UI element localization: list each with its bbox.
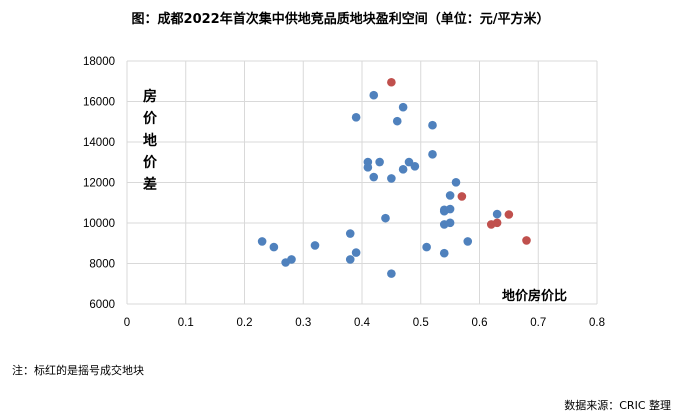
y-tick-label: 16000 bbox=[83, 97, 115, 109]
data-point bbox=[269, 242, 279, 252]
footnote: 注：标红的是摇号成交地块 bbox=[12, 364, 144, 377]
y-tick-label: 10000 bbox=[83, 218, 115, 230]
data-point bbox=[345, 229, 355, 238]
y-tick-label: 18000 bbox=[83, 56, 115, 68]
data-point bbox=[463, 237, 473, 246]
y-tick-label: 6000 bbox=[89, 299, 115, 311]
data-point bbox=[345, 255, 355, 264]
x-tick-label: 0.6 bbox=[472, 317, 488, 329]
x-tick-label: 0.5 bbox=[413, 317, 429, 329]
x-tick-label: 0.7 bbox=[530, 317, 546, 329]
x-tick-label: 0.3 bbox=[295, 317, 311, 329]
data-point bbox=[445, 191, 455, 200]
data-point bbox=[369, 90, 379, 100]
lottery-data-point bbox=[457, 192, 467, 201]
x-tick-label: 0 bbox=[124, 317, 130, 329]
data-point bbox=[351, 248, 361, 257]
data-point bbox=[351, 112, 361, 122]
x-axis-label: 地价房价比 bbox=[502, 289, 568, 304]
data-point bbox=[428, 150, 437, 159]
data-point bbox=[410, 162, 420, 171]
source-note: 数据来源：CRIC 整理 bbox=[564, 399, 671, 412]
lottery-data-point bbox=[522, 236, 531, 245]
x-tick-label: 0.4 bbox=[354, 317, 371, 329]
x-tick-label: 0.1 bbox=[178, 317, 194, 329]
data-point bbox=[369, 172, 379, 182]
data-point bbox=[257, 237, 267, 246]
data-point bbox=[439, 248, 449, 258]
data-point bbox=[381, 213, 390, 223]
x-tick-label: 0.8 bbox=[589, 317, 605, 329]
x-tick-label: 0.2 bbox=[237, 317, 253, 329]
data-point bbox=[375, 157, 384, 167]
data-point bbox=[310, 241, 320, 250]
lottery-data-point bbox=[492, 218, 502, 228]
data-point bbox=[492, 209, 502, 219]
data-point bbox=[392, 116, 402, 126]
data-point bbox=[451, 177, 461, 187]
lottery-data-point bbox=[387, 77, 396, 87]
data-point bbox=[445, 218, 455, 228]
y-tick-label: 12000 bbox=[83, 178, 115, 190]
data-point bbox=[287, 255, 296, 264]
data-point bbox=[363, 163, 373, 172]
data-point bbox=[387, 269, 396, 278]
chart-title: 图：成都2022年首次集中供地竞品质地块盈利空间（单位：元/平方米） bbox=[131, 12, 550, 27]
lottery-data-point bbox=[504, 210, 514, 219]
y-tick-label: 14000 bbox=[83, 137, 115, 149]
data-point bbox=[387, 174, 396, 183]
data-point bbox=[422, 242, 431, 252]
data-point bbox=[398, 165, 408, 174]
y-axis-label: 房价地价差 bbox=[143, 89, 157, 193]
y-tick-label: 8000 bbox=[89, 259, 115, 271]
data-point bbox=[428, 120, 437, 130]
data-point bbox=[445, 204, 455, 214]
data-point bbox=[398, 102, 408, 112]
